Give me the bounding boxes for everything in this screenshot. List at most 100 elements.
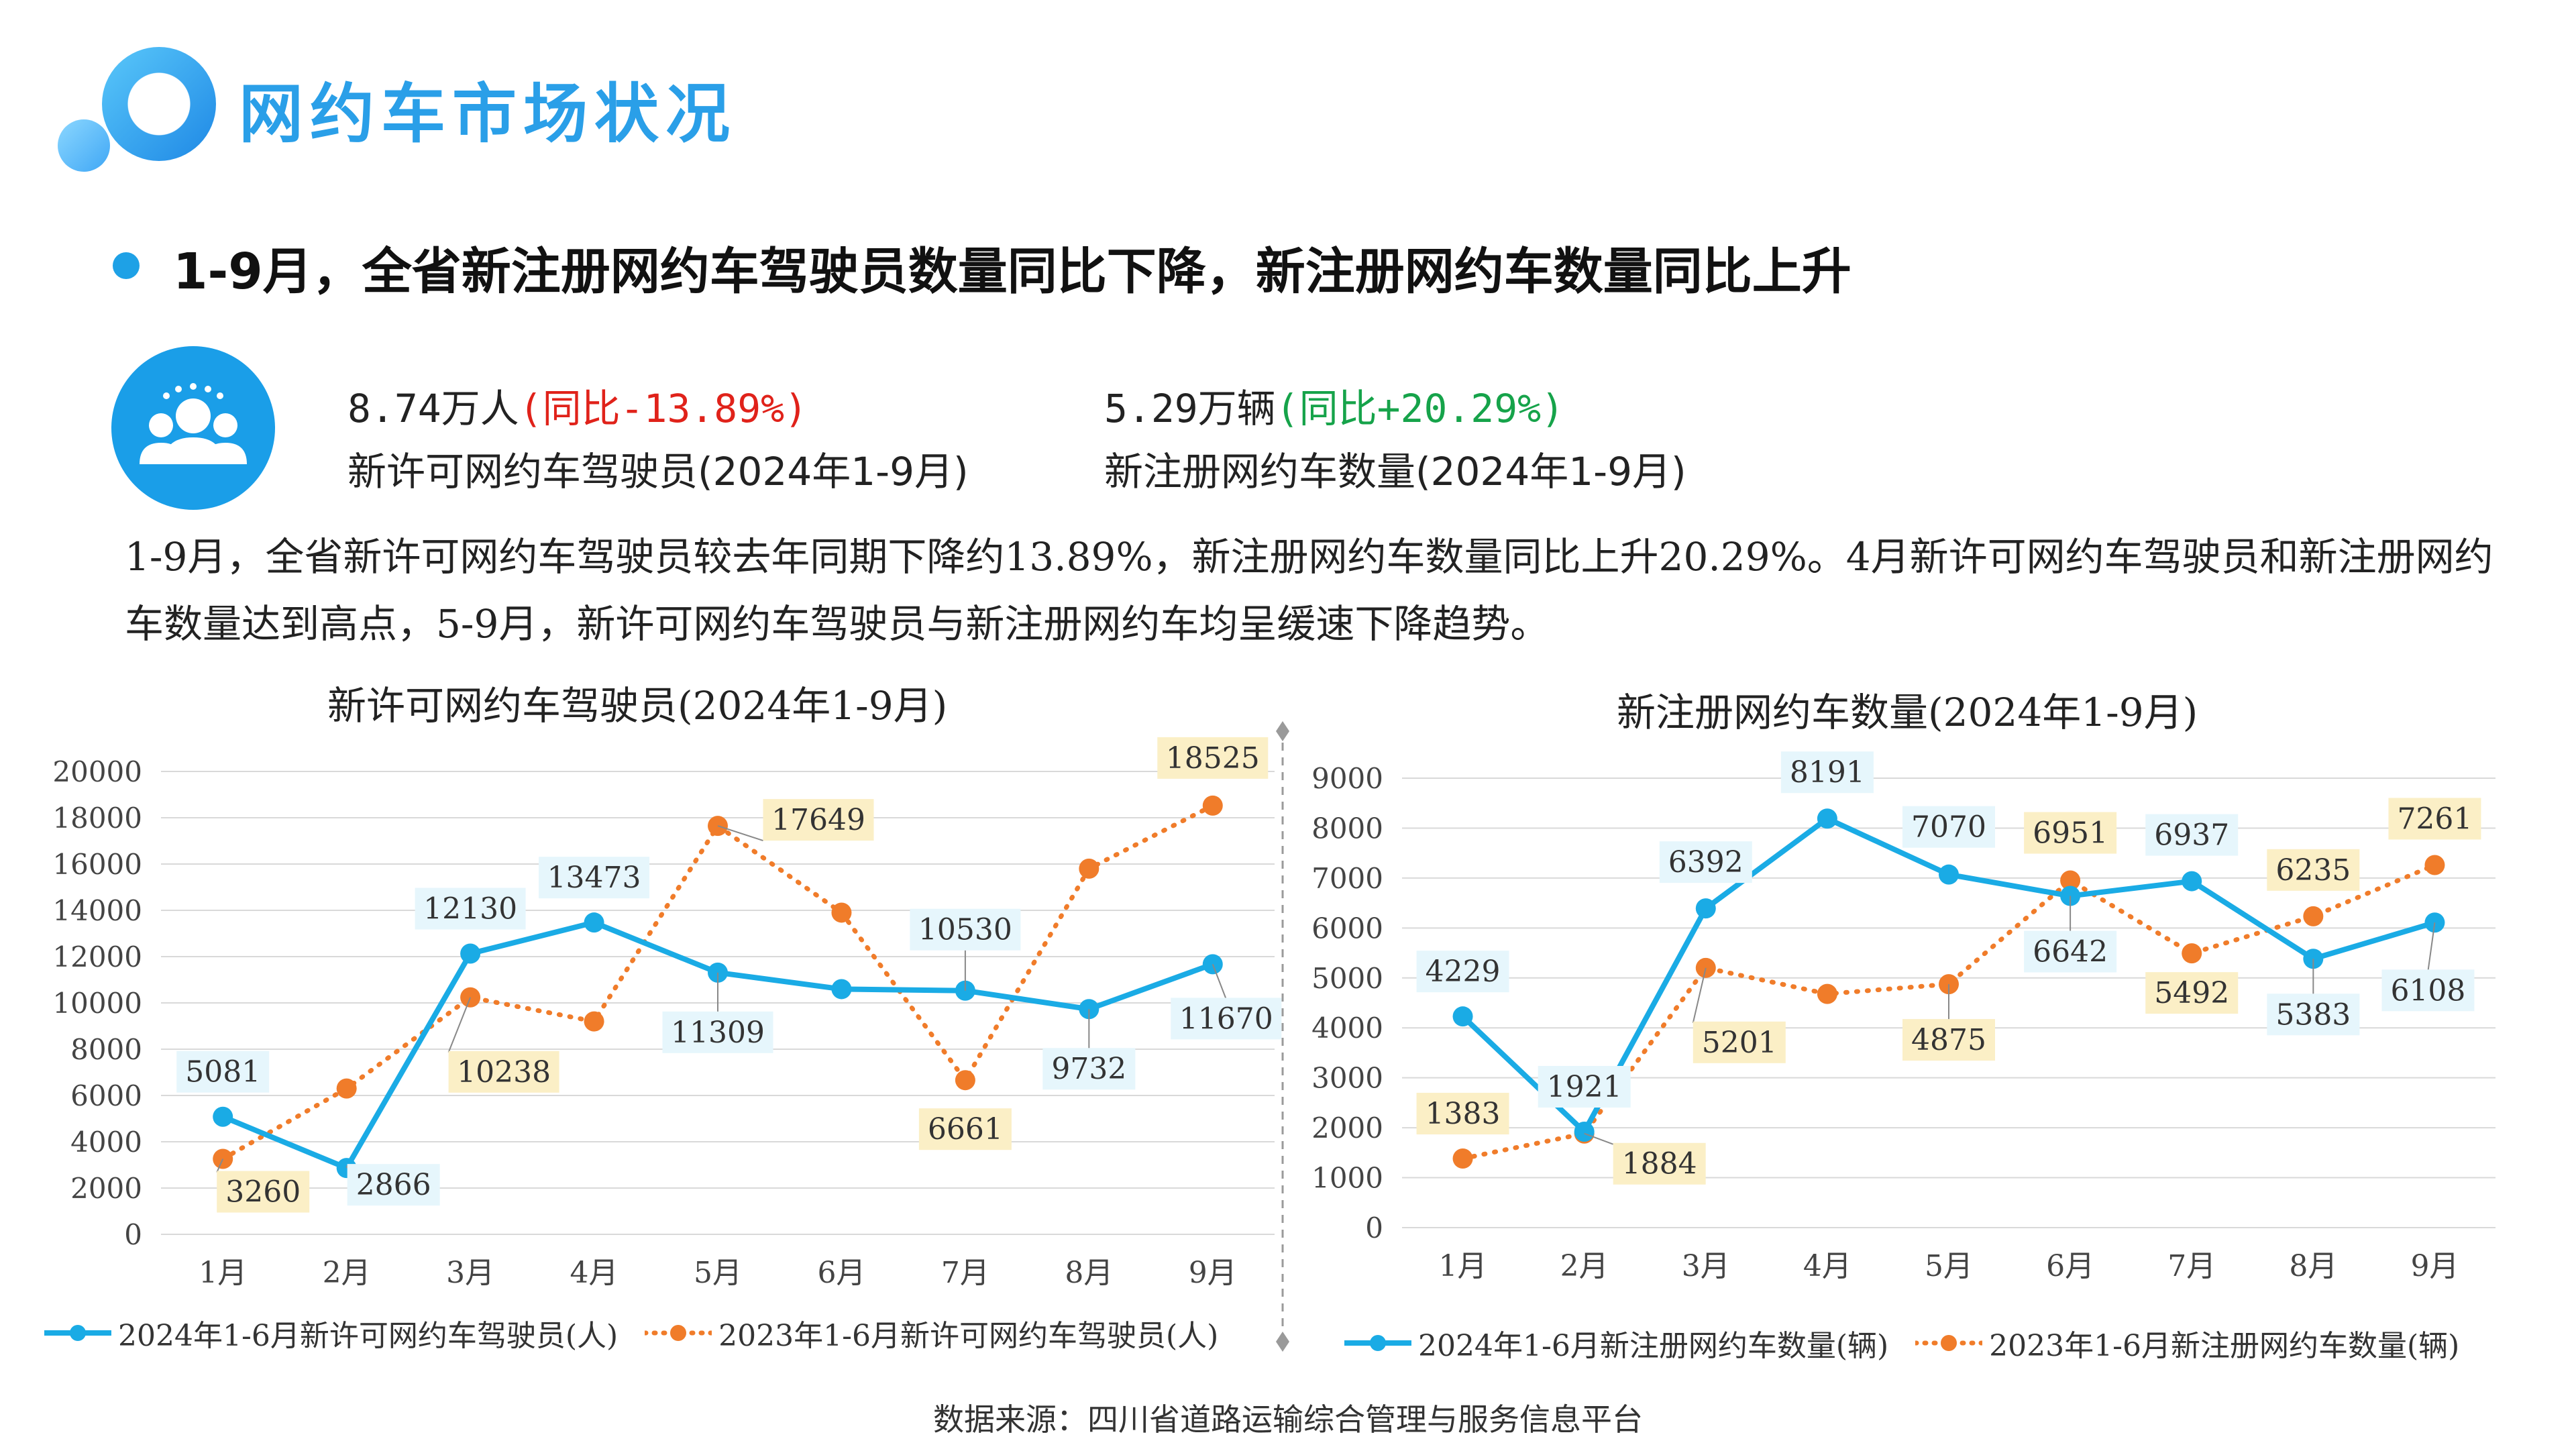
legend-label-2023: 2023年1-6月新许可网约车驾驶员(人)	[718, 1319, 1219, 1353]
data-label: 6642	[2033, 935, 2108, 969]
leader-line	[717, 825, 763, 842]
data-label: 10238	[457, 1055, 551, 1089]
page-title: 网约车市场状况	[239, 76, 737, 152]
y-tick-label: 7000	[1311, 862, 1383, 895]
y-tick-label: 8000	[1311, 812, 1383, 845]
kpi-vehicles-number: 5.29万辆	[1104, 386, 1276, 431]
data-label-bg	[2267, 849, 2360, 891]
data-label-bg	[1780, 751, 1874, 794]
data-label: 4229	[1426, 955, 1501, 989]
description-paragraph: 1-9月，全省新许可网约车驾驶员较去年同期下降约13.89%，新注册网约车数量同…	[125, 534, 2493, 647]
data-label: 1383	[1426, 1097, 1501, 1131]
data-point-2023	[2303, 906, 2324, 926]
data-label: 17649	[771, 803, 865, 837]
data-point-2023	[336, 1078, 357, 1099]
chart-vehicles-title: 新注册网约车数量(2024年1-9月)	[1617, 690, 2198, 735]
data-point-2024	[1939, 864, 1959, 885]
leader-line	[2427, 922, 2436, 971]
data-label: 6661	[928, 1112, 1003, 1146]
data-label: 7070	[1911, 810, 1986, 845]
x-tick-label: 9月	[2410, 1249, 2459, 1283]
x-tick-label: 3月	[1682, 1249, 1730, 1283]
legend-item-2024: 2024年1-6月新注册网约车数量(辆)	[1344, 1322, 1888, 1364]
y-tick-label: 2000	[70, 1172, 142, 1205]
y-tick-label: 9000	[1311, 762, 1383, 795]
data-label-bg	[2024, 930, 2117, 973]
data-label: 11309	[671, 1016, 765, 1050]
data-label-bg	[2388, 798, 2481, 840]
y-tick-label: 8000	[70, 1033, 142, 1066]
data-label: 4875	[1911, 1023, 1986, 1057]
y-tick-label: 20000	[52, 755, 142, 788]
chart-drivers: 0 2000 4000 6000 8000 10000 12000 14000 16000 180…	[52, 737, 1282, 1290]
data-label-bg	[2267, 994, 2360, 1036]
data-label-bg	[347, 1164, 440, 1206]
logo-ring-icon	[102, 47, 216, 161]
data-source: 数据来源：四川省道路运输综合管理与服务信息平台	[933, 1401, 1643, 1438]
x-tick-label: 1月	[199, 1256, 247, 1290]
legend-label-2023: 2023年1-6月新注册网约车数量(辆)	[1989, 1329, 2460, 1363]
legend-label-2024: 2024年1-6月新注册网约车数量(辆)	[1418, 1329, 1889, 1363]
data-label: 6937	[2154, 818, 2229, 853]
bullet-dot-icon	[113, 252, 140, 279]
data-label-bg	[1613, 1142, 1706, 1185]
x-tick-label: 1月	[1439, 1249, 1487, 1283]
legend-item-2023: 2023年1-6月新注册网约车数量(辆)	[1915, 1322, 2459, 1364]
leader-line	[447, 997, 472, 1053]
x-tick-label: 4月	[1803, 1249, 1851, 1283]
data-label: 13473	[547, 861, 641, 895]
data-label: 11670	[1179, 1002, 1273, 1036]
data-point-2023	[831, 902, 852, 923]
data-label: 5492	[2154, 976, 2229, 1010]
x-tick-label: 6月	[2046, 1249, 2094, 1283]
data-point-2024	[1695, 898, 1716, 919]
data-label-bg	[2381, 969, 2475, 1012]
kpi-vehicles-value: 5.29万辆(同比+20.29%)	[1104, 377, 1564, 433]
headline: 1-9月，全省新注册网约车驾驶员数量同比下降，新注册网约车数量同比上升	[173, 243, 1851, 301]
data-label: 8191	[1790, 755, 1865, 790]
data-label: 10530	[918, 913, 1012, 947]
data-point-2023	[1202, 795, 1223, 816]
data-label: 1884	[1622, 1147, 1697, 1181]
data-point-2024	[584, 912, 604, 933]
data-point-2024	[831, 979, 852, 1000]
data-label: 7261	[2397, 802, 2472, 836]
y-tick-label: 12000	[52, 941, 142, 973]
y-tick-label: 3000	[1311, 1062, 1383, 1095]
data-label: 6235	[2275, 853, 2351, 888]
data-label-bg	[662, 1011, 773, 1053]
y-tick-label: 18000	[52, 802, 142, 835]
x-tick-label: 7月	[2167, 1249, 2216, 1283]
data-point-2023	[584, 1011, 604, 1032]
data-label-bg	[1693, 1021, 1786, 1063]
data-label: 6392	[1668, 845, 1743, 879]
data-point-2023	[2060, 870, 2081, 891]
data-point-2024	[460, 943, 481, 964]
data-label-bg	[910, 908, 1021, 951]
y-tick-label: 0	[1365, 1212, 1383, 1244]
data-point-2023	[955, 1070, 975, 1091]
x-tick-label: 2月	[323, 1256, 371, 1290]
data-label: 6951	[2033, 816, 2108, 851]
x-tick-label: 8月	[1065, 1256, 1113, 1290]
data-label-bg	[1157, 737, 1269, 779]
legend-item-2023: 2023年1-6月新许可网约车驾驶员(人)	[645, 1311, 1218, 1354]
leader-line	[1692, 967, 1707, 1024]
data-label-bg	[217, 1171, 310, 1213]
data-point-2024	[1574, 1121, 1595, 1142]
data-label: 5383	[2275, 998, 2351, 1032]
y-tick-label: 6000	[1311, 912, 1383, 945]
leader-line	[216, 1159, 224, 1173]
kpi-drivers-change: (同比-13.89%)	[519, 386, 808, 431]
y-tick-label: 6000	[70, 1079, 142, 1112]
x-tick-label: 5月	[694, 1256, 742, 1290]
data-label-bg	[1416, 951, 1509, 993]
data-label-bg	[415, 888, 526, 930]
chart-divider	[1276, 721, 1289, 1352]
x-tick-label: 7月	[941, 1256, 989, 1290]
x-tick-label: 3月	[446, 1256, 494, 1290]
y-tick-label: 4000	[70, 1126, 142, 1159]
data-point-2024	[213, 1106, 233, 1127]
data-label: 12130	[423, 892, 517, 926]
